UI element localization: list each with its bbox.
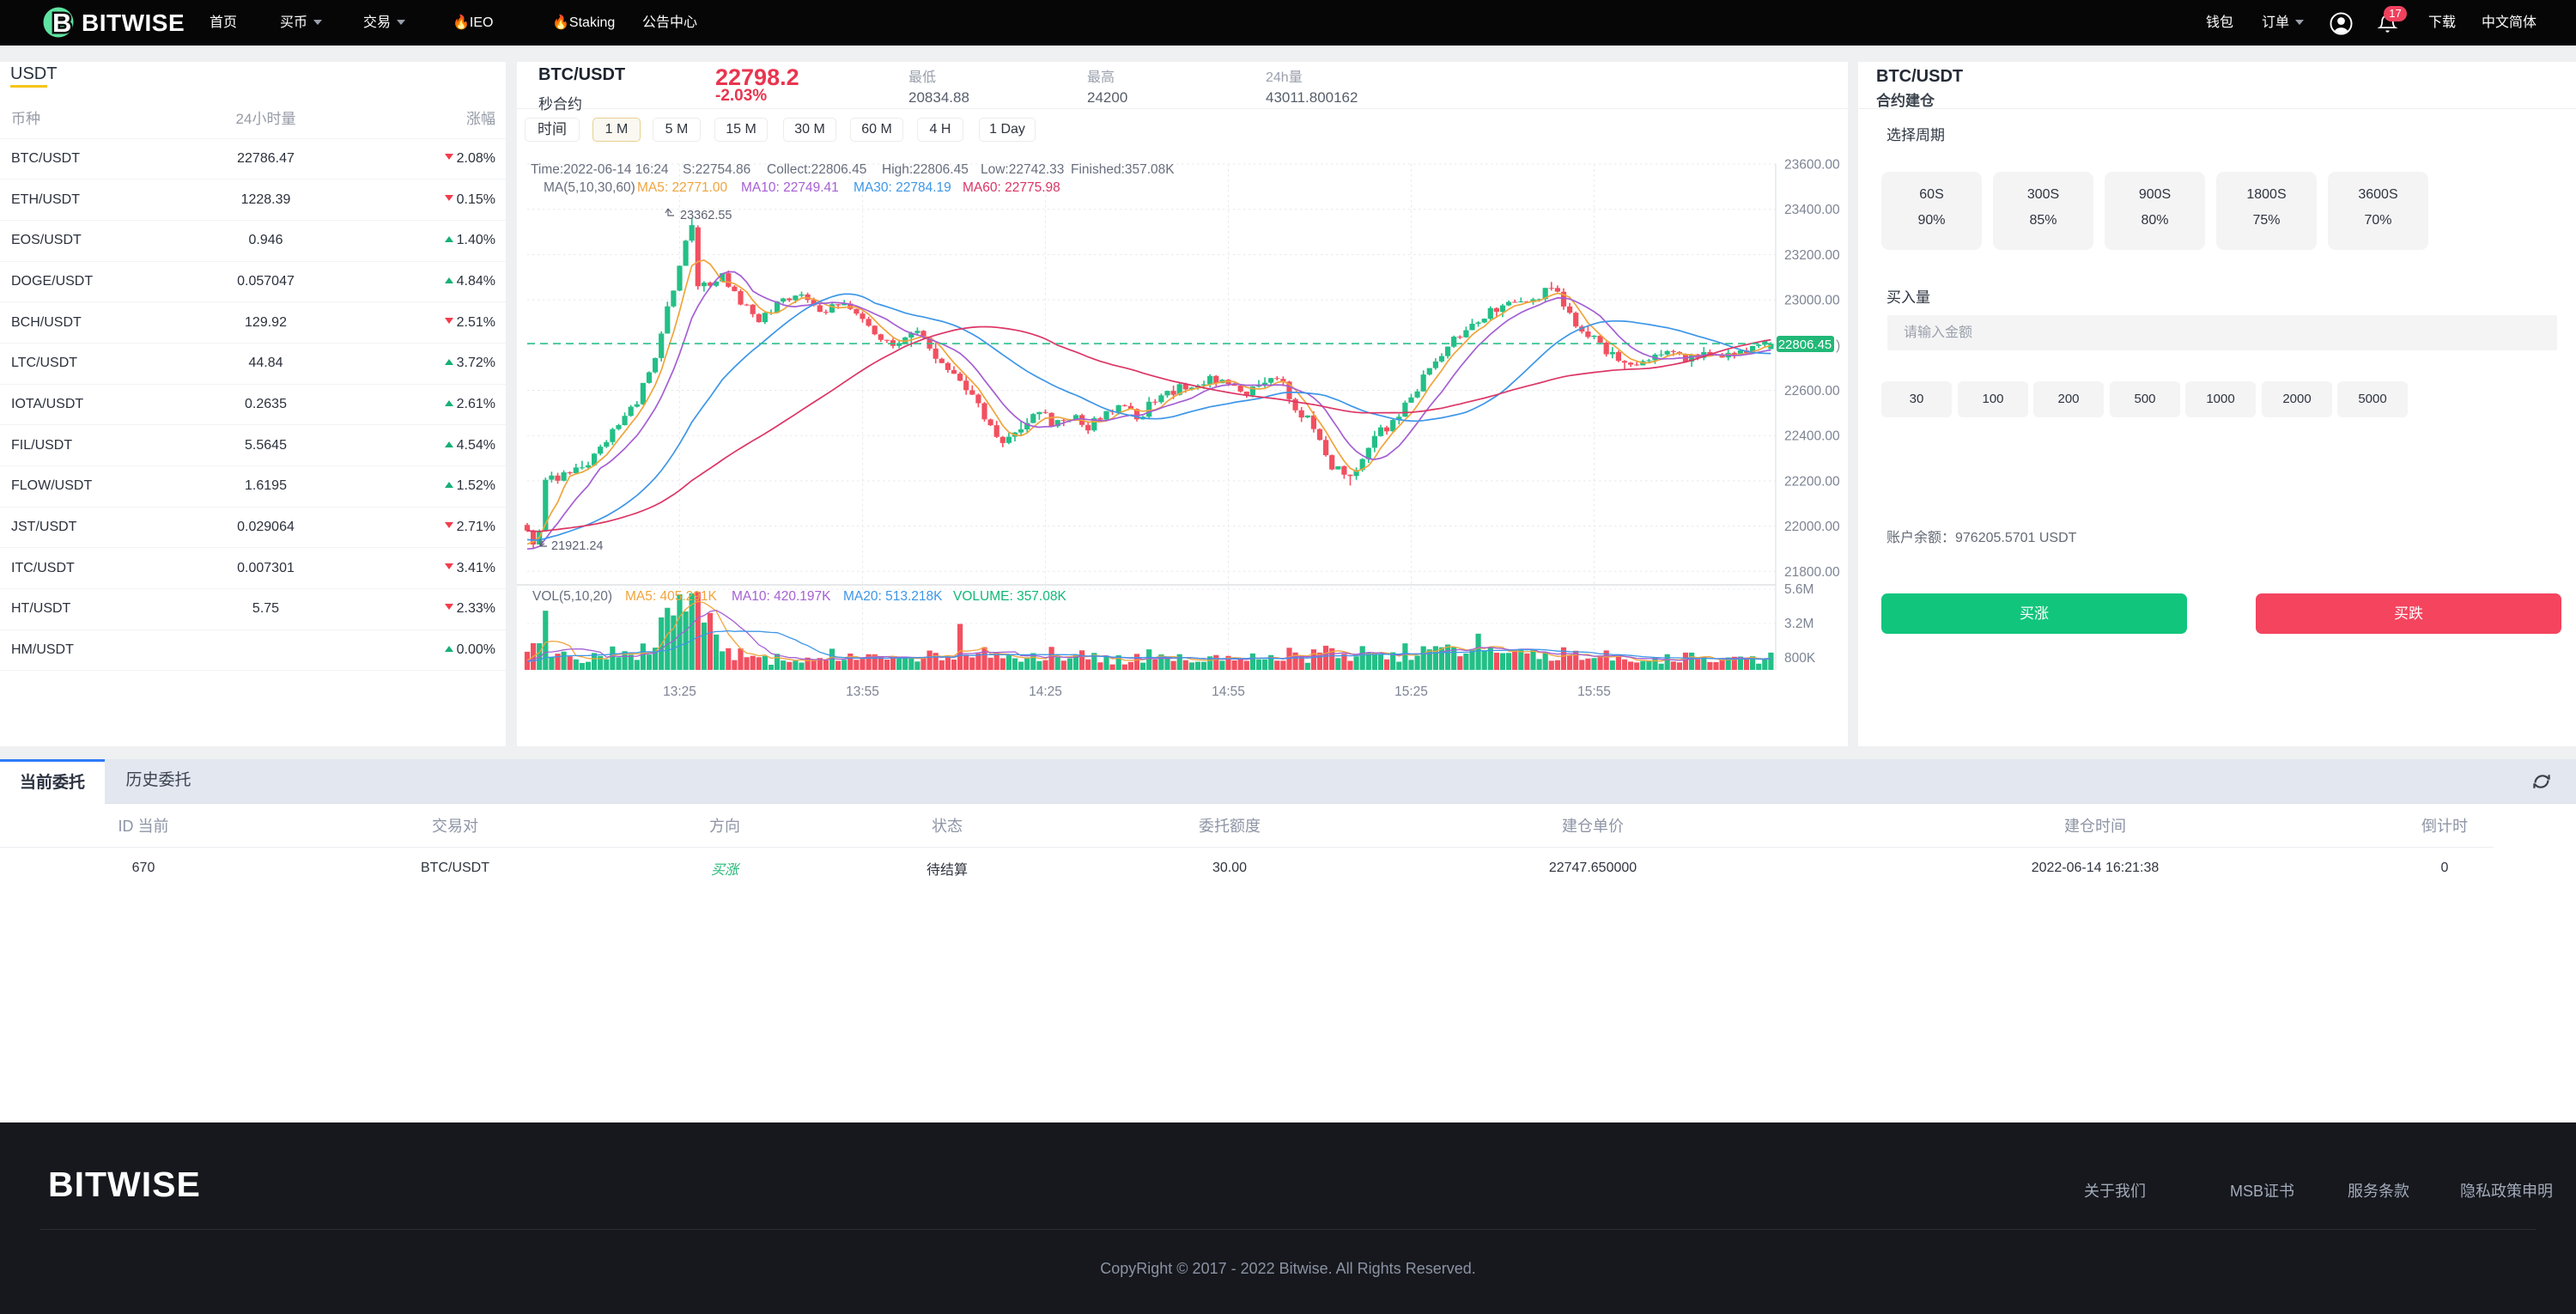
svg-text:VOL(5,10,20): VOL(5,10,20) xyxy=(532,589,612,604)
svg-text:23200.00: 23200.00 xyxy=(1784,248,1840,263)
svg-text:14:25: 14:25 xyxy=(1029,684,1062,699)
svg-text:23362.55: 23362.55 xyxy=(680,209,732,222)
svg-text:14:55: 14:55 xyxy=(1212,684,1245,699)
svg-text:800K: 800K xyxy=(1784,651,1816,666)
svg-text:13:25: 13:25 xyxy=(663,684,696,699)
svg-text:Finished:357.08K: Finished:357.08K xyxy=(1071,162,1175,177)
svg-text:MA(5,10,30,60): MA(5,10,30,60) xyxy=(544,180,635,195)
svg-text:MA30: 22784.19: MA30: 22784.19 xyxy=(854,180,951,195)
svg-text:Time:2022-06-14 16:24: Time:2022-06-14 16:24 xyxy=(531,162,669,177)
svg-text:B: B xyxy=(52,8,71,38)
svg-text:22400.00: 22400.00 xyxy=(1784,429,1840,444)
svg-text:S:22754.86: S:22754.86 xyxy=(683,162,750,177)
svg-text:MA5: 22771.00: MA5: 22771.00 xyxy=(637,180,728,195)
svg-text:Collect:22806.45: Collect:22806.45 xyxy=(767,162,866,177)
svg-text:MA60: 22775.98: MA60: 22775.98 xyxy=(963,180,1060,195)
svg-text:B: B xyxy=(52,8,71,38)
svg-text:23000.00: 23000.00 xyxy=(1784,294,1840,308)
svg-text:MA20: 513.218K: MA20: 513.218K xyxy=(843,589,943,604)
svg-text:Low:22742.33: Low:22742.33 xyxy=(981,162,1064,177)
svg-text:23400.00: 23400.00 xyxy=(1784,203,1840,217)
svg-text:High:22806.45: High:22806.45 xyxy=(882,162,969,177)
svg-text:15:55: 15:55 xyxy=(1577,684,1611,699)
svg-text:22806.45: 22806.45 xyxy=(1778,338,1832,352)
svg-text:5.6M: 5.6M xyxy=(1784,582,1814,597)
svg-text:23600.00: 23600.00 xyxy=(1784,158,1840,173)
svg-text:MA10: 420.197K: MA10: 420.197K xyxy=(732,589,831,604)
svg-text:3.2M: 3.2M xyxy=(1784,617,1814,631)
svg-text:MA5: 405.291K: MA5: 405.291K xyxy=(625,589,718,604)
svg-text:21800.00: 21800.00 xyxy=(1784,565,1840,580)
svg-text:22000.00: 22000.00 xyxy=(1784,520,1840,534)
svg-text:15:25: 15:25 xyxy=(1394,684,1428,699)
svg-text:): ) xyxy=(1836,338,1840,353)
svg-text:VOLUME: 357.08K: VOLUME: 357.08K xyxy=(953,589,1066,604)
svg-text:22200.00: 22200.00 xyxy=(1784,474,1840,489)
svg-text:21921.24: 21921.24 xyxy=(551,539,603,553)
svg-text:MA10: 22749.41: MA10: 22749.41 xyxy=(741,180,839,195)
svg-text:13:55: 13:55 xyxy=(846,684,879,699)
svg-text:22600.00: 22600.00 xyxy=(1784,384,1840,398)
